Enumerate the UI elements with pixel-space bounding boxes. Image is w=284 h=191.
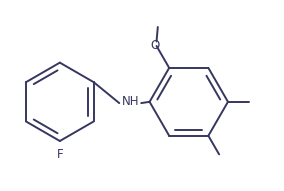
Text: F: F: [57, 148, 63, 161]
Text: O: O: [151, 39, 160, 52]
Text: NH: NH: [122, 95, 139, 108]
